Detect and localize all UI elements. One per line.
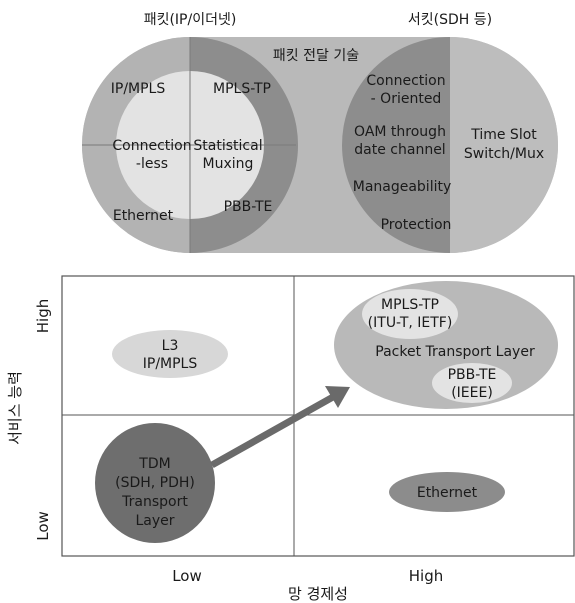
tdm-circle — [95, 423, 215, 543]
ethernet-label: Ethernet — [113, 208, 174, 224]
tdm-line3: Transport — [121, 494, 188, 510]
l3-line2: IP/MPLS — [143, 356, 198, 372]
statistical-line2: Muxing — [203, 156, 254, 172]
mpls-tp-ellipse — [362, 289, 458, 339]
oam-line1: OAM through — [354, 124, 446, 140]
pbb-te-ellipse — [432, 363, 512, 403]
connectionless-line1: Connection — [112, 138, 191, 154]
y-axis-title: 서비스 능력 — [6, 371, 24, 445]
y-low-label: Low — [34, 511, 52, 541]
manageability-label: Manageability — [353, 179, 452, 195]
circuit-header: 서킷(SDH 등) — [408, 12, 492, 28]
mpls-tp-line1: MPLS-TP — [381, 297, 439, 313]
packet-header: 패킷(IP/이더넷) — [144, 12, 237, 28]
tdm-line4: Layer — [135, 513, 174, 529]
l3-ipmpls-ellipse — [112, 330, 228, 378]
protection-label: Protection — [381, 217, 452, 233]
connection-oriented-line2: - Oriented — [371, 91, 442, 107]
mpls-tp-label: MPLS-TP — [213, 81, 271, 97]
connection-oriented-line1: Connection — [366, 73, 445, 89]
ip-mpls-label: IP/MPLS — [111, 81, 166, 97]
time-slot-line1: Time Slot — [470, 127, 537, 143]
connectionless-line2: -less — [136, 156, 168, 172]
oam-line2: date channel — [354, 142, 445, 158]
quadrant-frame — [61, 275, 575, 557]
time-slot-line2: Switch/Mux — [464, 146, 544, 162]
pbb-te-label: PBB-TE — [224, 199, 273, 215]
tdm-line2: (SDH, PDH) — [115, 475, 195, 491]
statistical-line1: Statistical — [193, 138, 262, 154]
migration-arrow-head — [325, 386, 350, 408]
ethernet-ellipse — [389, 472, 505, 512]
pbb-te-line1: PBB-TE — [448, 367, 497, 383]
mpls-tp-line2: (ITU-T, IETF) — [368, 315, 453, 331]
tdm-line1: TDM — [138, 456, 170, 472]
x-axis-title: 망 경제성 — [288, 585, 348, 603]
migration-arrow-shaft — [210, 393, 335, 469]
packet-transport-label: Packet Transport Layer — [375, 344, 535, 360]
y-high-label: High — [34, 299, 52, 333]
l3-line1: L3 — [162, 338, 179, 354]
x-low-label: Low — [172, 567, 202, 585]
pbb-te-line2: (IEEE) — [451, 385, 493, 401]
ethernet-bottom-label: Ethernet — [417, 485, 478, 501]
x-high-label: High — [409, 567, 443, 585]
packet-transport-band-label: 패킷 전달 기술 — [273, 48, 359, 64]
